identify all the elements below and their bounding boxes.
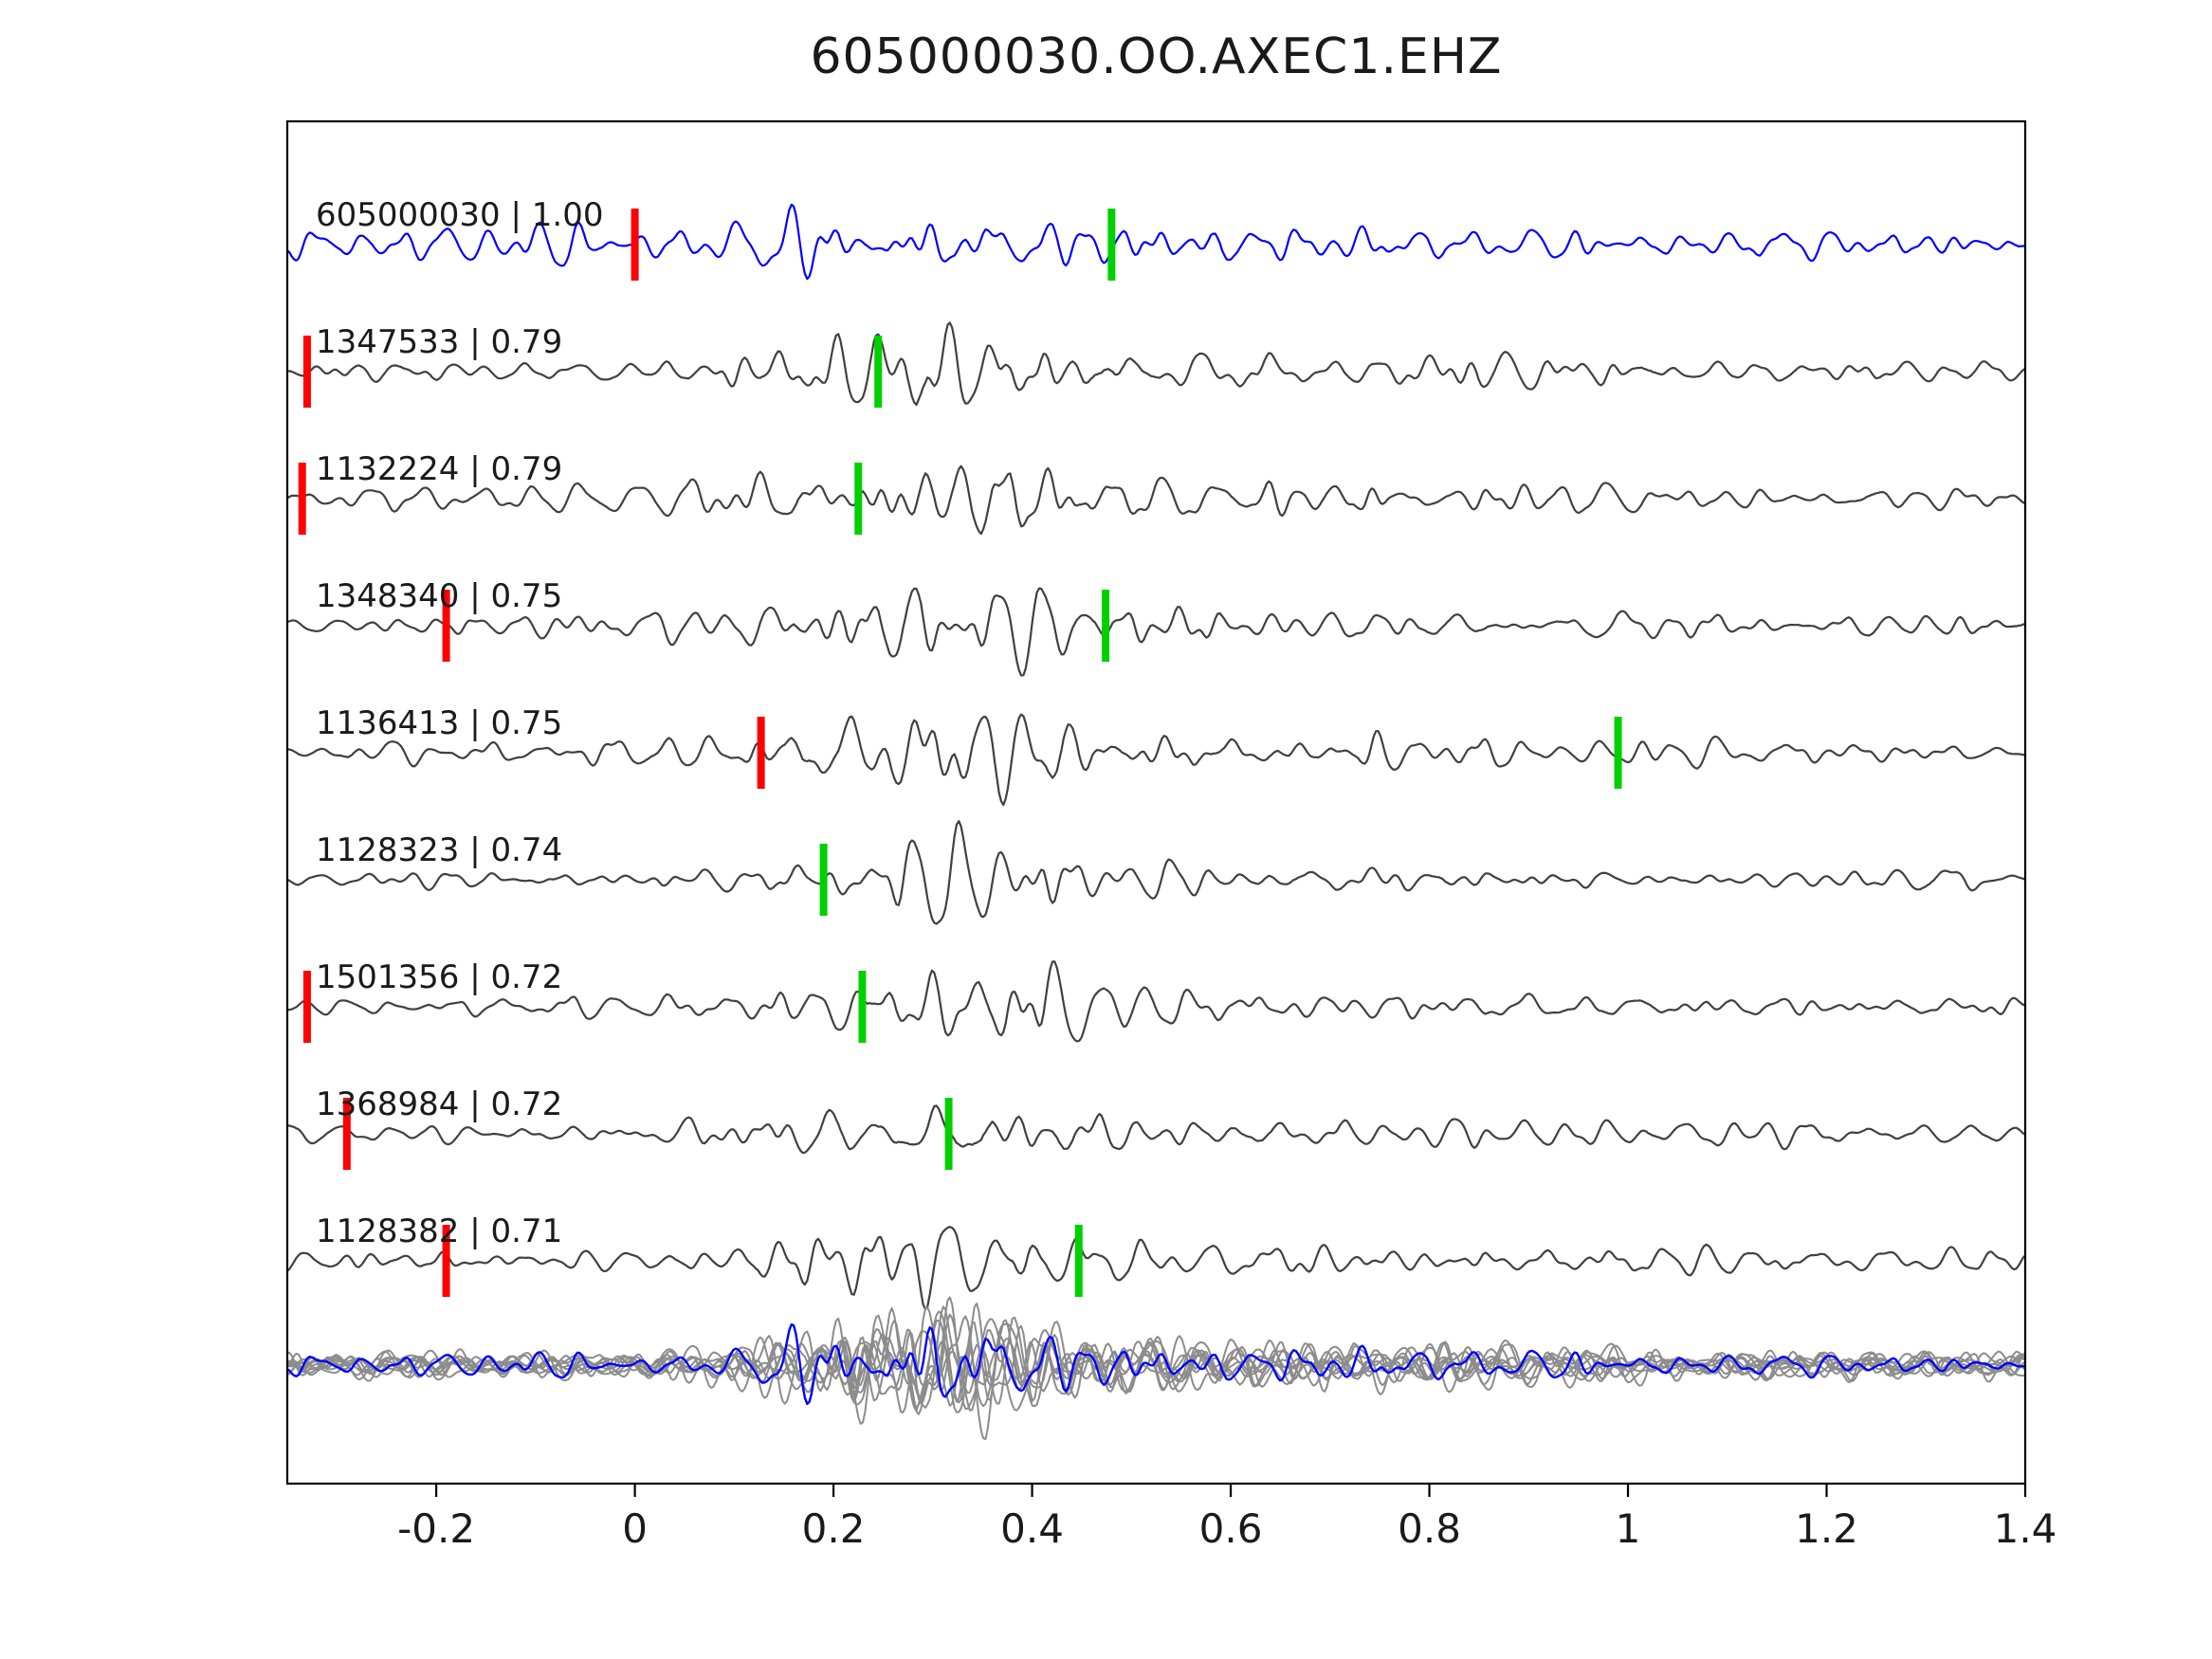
detection-waveform	[287, 587, 2025, 677]
overlay-gray-waveform	[287, 1330, 2025, 1413]
detection-waveform	[287, 713, 2025, 807]
x-tick-label: 0.4	[1000, 1505, 1064, 1552]
trace-label: 1501356 | 0.72	[316, 958, 562, 996]
detection-waveform	[287, 960, 2025, 1043]
detection-waveform	[287, 321, 2025, 407]
detection-waveform	[287, 820, 2025, 925]
trace-label: 605000030 | 1.00	[316, 196, 603, 234]
overlay-gray-waveform	[287, 1306, 2025, 1407]
detection-waveform	[287, 1225, 2025, 1311]
x-tick-label: 0.2	[802, 1505, 866, 1552]
figure-title: 605000030.OO.AXEC1.EHZ	[810, 28, 1503, 85]
detection-waveform	[287, 1104, 2025, 1155]
x-tick-label: 0.6	[1199, 1505, 1263, 1552]
trace-label: 1128382 | 0.71	[316, 1212, 562, 1250]
x-tick-label: 1.4	[1994, 1505, 2057, 1552]
x-tick-label: 1	[1616, 1505, 1641, 1552]
template-waveform	[287, 203, 2025, 281]
detection-waveform	[287, 465, 2025, 536]
plot-area: 605000030 | 1.00 1347533 | 0.79 1132224 | …	[287, 196, 2025, 1440]
trace-label: 1348340 | 0.75	[316, 577, 562, 615]
x-tick-label: 1.2	[1795, 1505, 1858, 1552]
x-tick-label: -0.2	[397, 1505, 475, 1552]
overlay-template-waveform	[287, 1322, 2025, 1406]
trace-label: 1347533 | 0.79	[316, 323, 562, 361]
trace-label: 1132224 | 0.79	[316, 450, 562, 488]
x-tick-label: 0.8	[1398, 1505, 1461, 1552]
trace-label: 1128323 | 0.74	[316, 831, 562, 869]
x-tick-label: 0	[622, 1505, 648, 1552]
trace-label: 1368984 | 0.72	[316, 1085, 562, 1123]
axes-frame	[285, 119, 2027, 1486]
trace-label: 1136413 | 0.75	[316, 704, 562, 742]
overlay-gray-waveform	[287, 1310, 2025, 1408]
